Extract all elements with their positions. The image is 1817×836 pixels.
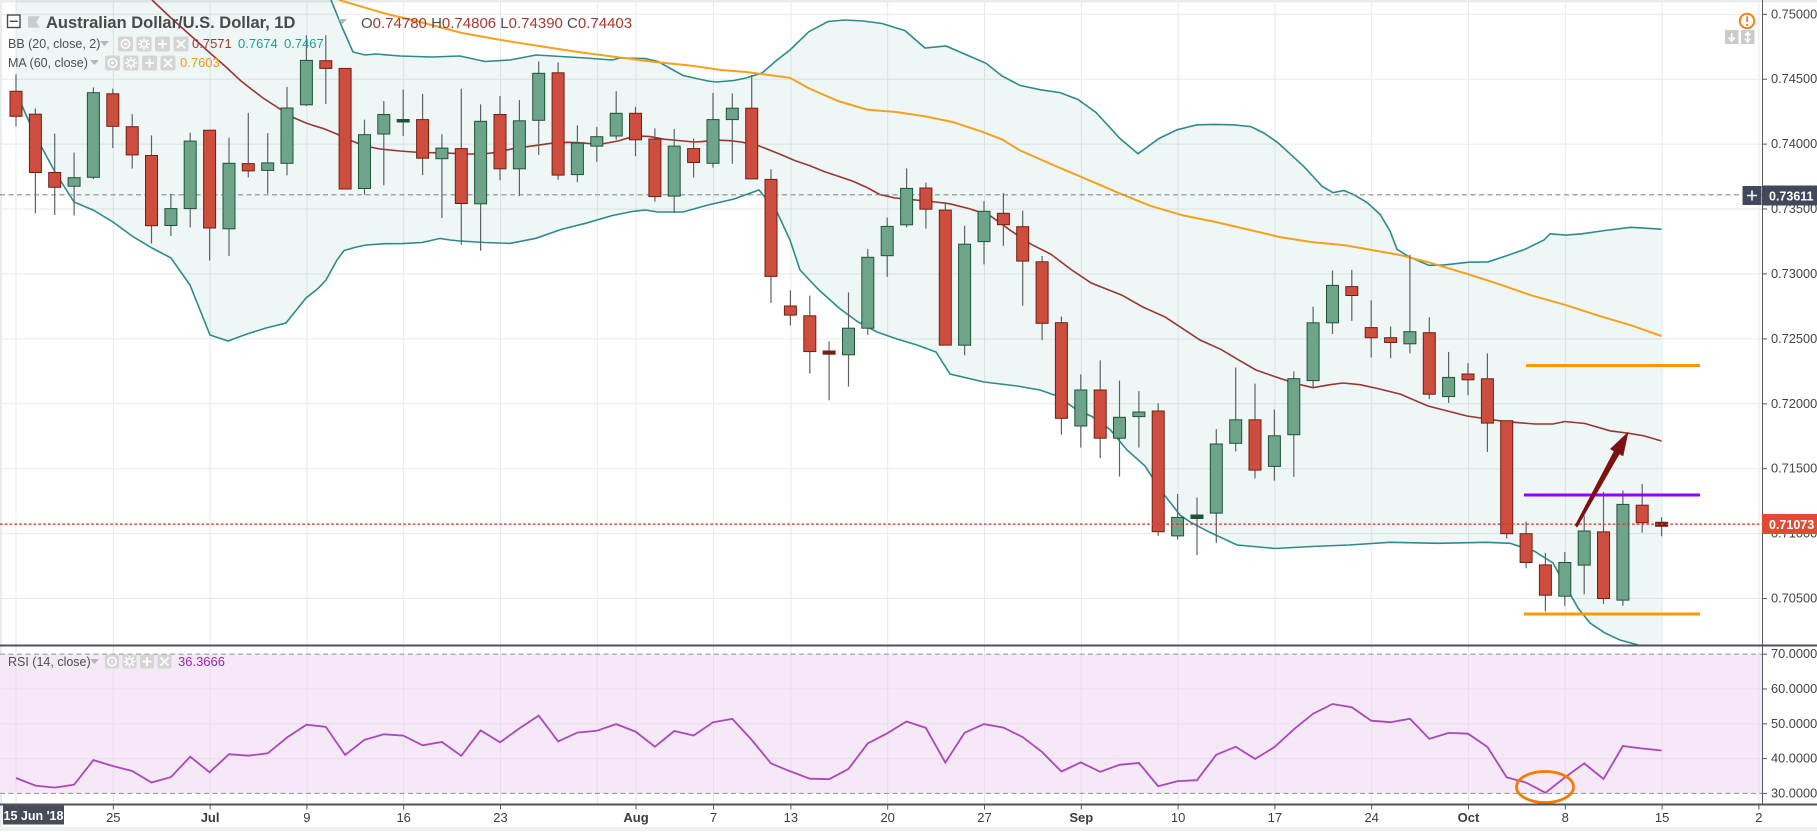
svg-text:0.7571: 0.7571 bbox=[192, 36, 232, 51]
svg-text:24: 24 bbox=[1364, 810, 1378, 825]
svg-text:0.71073: 0.71073 bbox=[1769, 518, 1814, 532]
svg-text:60.0000: 60.0000 bbox=[1771, 681, 1817, 696]
svg-text:10: 10 bbox=[1171, 810, 1185, 825]
svg-text:Oct: Oct bbox=[1458, 810, 1480, 825]
svg-text:13: 13 bbox=[784, 810, 798, 825]
svg-text:Aug: Aug bbox=[623, 810, 648, 825]
svg-text:23: 23 bbox=[493, 810, 507, 825]
svg-text:BB (20, close, 2): BB (20, close, 2) bbox=[8, 37, 100, 51]
svg-text:50.0000: 50.0000 bbox=[1771, 716, 1817, 731]
svg-text:MA (60, close): MA (60, close) bbox=[8, 56, 88, 70]
svg-text:2: 2 bbox=[1755, 810, 1762, 825]
svg-text:7: 7 bbox=[710, 810, 717, 825]
svg-text:70.0000: 70.0000 bbox=[1771, 646, 1817, 661]
svg-text:17: 17 bbox=[1268, 810, 1282, 825]
svg-text:0.72000: 0.72000 bbox=[1771, 396, 1817, 411]
svg-text:0.7467: 0.7467 bbox=[284, 36, 324, 51]
svg-text:0.74500: 0.74500 bbox=[1771, 71, 1817, 86]
svg-text:Sep: Sep bbox=[1069, 810, 1093, 825]
svg-text:Jul: Jul bbox=[201, 810, 220, 825]
svg-text:0.74000: 0.74000 bbox=[1771, 136, 1817, 151]
svg-text:8: 8 bbox=[1562, 810, 1569, 825]
svg-text:0.75000: 0.75000 bbox=[1771, 6, 1817, 21]
svg-text:0.7603: 0.7603 bbox=[180, 55, 220, 70]
svg-text:15: 15 bbox=[1655, 810, 1669, 825]
svg-text:15 Jun '18: 15 Jun '18 bbox=[4, 809, 64, 823]
svg-text:Australian Dollar/U.S. Dollar,: Australian Dollar/U.S. Dollar, 1D bbox=[46, 14, 295, 32]
svg-text:27: 27 bbox=[977, 810, 991, 825]
svg-text:20: 20 bbox=[880, 810, 894, 825]
svg-text:0.70500: 0.70500 bbox=[1771, 591, 1817, 606]
svg-text:30.0000: 30.0000 bbox=[1771, 785, 1817, 800]
svg-text:RSI (14, close): RSI (14, close) bbox=[8, 655, 91, 669]
svg-text:36.3666: 36.3666 bbox=[178, 654, 225, 669]
svg-text:O0.74780 H0.74806 L0.74390: O0.74780 H0.74806 L0.74390 C0.74403 bbox=[361, 15, 632, 32]
svg-text:9: 9 bbox=[303, 810, 310, 825]
svg-text:0.72500: 0.72500 bbox=[1771, 331, 1817, 346]
svg-text:0.71500: 0.71500 bbox=[1771, 461, 1817, 476]
svg-text:40.0000: 40.0000 bbox=[1771, 751, 1817, 766]
svg-text:16: 16 bbox=[396, 810, 410, 825]
svg-text:0.73000: 0.73000 bbox=[1771, 266, 1817, 281]
svg-text:0.73611: 0.73611 bbox=[1769, 190, 1814, 204]
svg-text:25: 25 bbox=[106, 810, 120, 825]
svg-text:0.7674: 0.7674 bbox=[238, 36, 278, 51]
